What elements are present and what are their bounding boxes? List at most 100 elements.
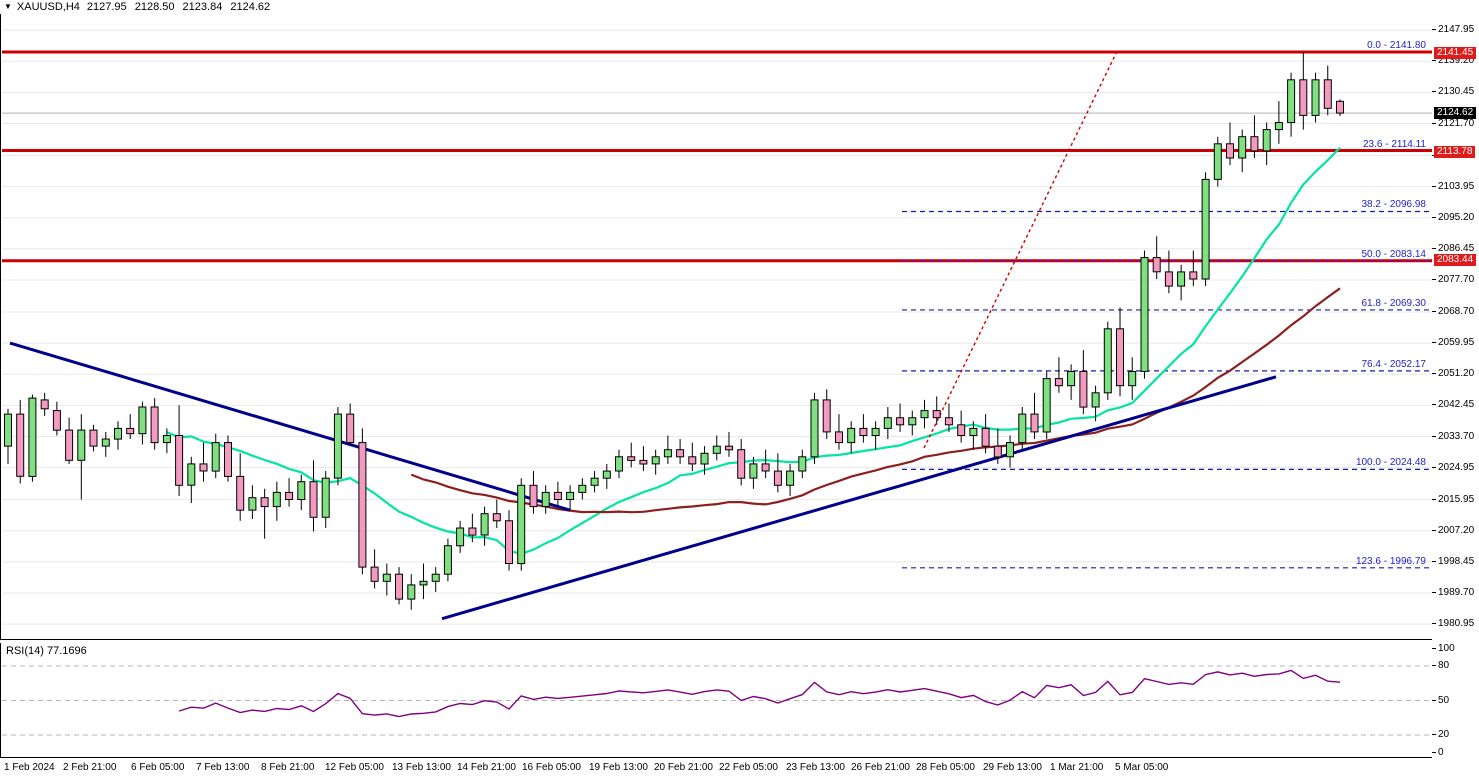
fib-level-label: 100.0 - 2024.48 bbox=[1355, 457, 1426, 469]
price-axis-tick-label: 2007.20 bbox=[1438, 524, 1475, 536]
price-axis-tick: 2068.70 bbox=[1432, 306, 1474, 317]
rsi-line bbox=[178, 669, 1341, 718]
descending-trendline bbox=[9, 341, 571, 512]
ohlc-readout: 2127.95 2128.50 2123.84 2124.62 bbox=[87, 1, 275, 13]
tick-dash-icon bbox=[1432, 122, 1436, 124]
price-axis-tick: 2042.45 bbox=[1432, 399, 1474, 410]
tick-dash-icon bbox=[1432, 29, 1436, 31]
price-axis-tick-label: 2095.20 bbox=[1438, 211, 1475, 223]
time-axis-label: 14 Feb 21:00 bbox=[457, 762, 516, 773]
price-plot-area[interactable] bbox=[2, 14, 1432, 639]
time-axis-label: 20 Feb 21:00 bbox=[654, 762, 713, 773]
fib-level-label: 38.2 - 2096.98 bbox=[1361, 199, 1427, 211]
tick-dash-icon bbox=[1432, 247, 1436, 249]
time-axis-label: 1 Mar 21:00 bbox=[1050, 762, 1104, 773]
time-axis-label: 7 Feb 13:00 bbox=[196, 762, 250, 773]
tick-dash-icon bbox=[1432, 373, 1436, 375]
symbol-timeframe-label: XAUUSD,H4 bbox=[16, 1, 80, 13]
time-axis-label: 12 Feb 05:00 bbox=[325, 762, 384, 773]
time-axis-label: 2 Feb 21:00 bbox=[63, 762, 117, 773]
fib-level-label: 0.0 - 2141.80 bbox=[1367, 40, 1426, 52]
rsi-axis-tick-label: 80 bbox=[1438, 660, 1450, 671]
price-axis-tick: 2139.20 bbox=[1432, 55, 1474, 66]
tick-dash-icon bbox=[1432, 623, 1436, 625]
time-axis-label: 22 Feb 05:00 bbox=[719, 762, 778, 773]
rsi-axis-tick: 20 bbox=[1432, 729, 1449, 740]
fib-level-label: 23.6 - 2114.11 bbox=[1362, 138, 1426, 150]
ohlc-low: 2123.84 bbox=[182, 1, 223, 13]
time-axis-label: 13 Feb 13:00 bbox=[392, 762, 451, 773]
tick-dash-icon bbox=[1432, 279, 1436, 281]
tick-dash-icon bbox=[1432, 216, 1436, 218]
tick-dash-icon bbox=[1432, 752, 1436, 753]
price-axis-tick-label: 1980.95 bbox=[1438, 618, 1475, 630]
price-axis-tick: 2015.95 bbox=[1432, 494, 1474, 505]
tick-dash-icon bbox=[1432, 560, 1436, 562]
price-axis-tick-label: 2015.95 bbox=[1438, 493, 1475, 505]
price-axis-tick: 2086.45 bbox=[1432, 243, 1474, 254]
tick-dash-icon bbox=[1432, 60, 1436, 62]
fib-level-label: 76.4 - 2052.17 bbox=[1361, 358, 1427, 370]
dotted-uptrend-line bbox=[923, 51, 1118, 449]
fib-level-label: 50.0 - 2083.14 bbox=[1361, 248, 1427, 260]
rsi-axis-tick: 100 bbox=[1432, 643, 1455, 654]
tick-dash-icon bbox=[1432, 311, 1436, 313]
rsi-axis-tick: 80 bbox=[1432, 660, 1449, 671]
price-axis-tick-label: 1998.45 bbox=[1438, 555, 1475, 567]
ascending-trendline bbox=[441, 375, 1277, 621]
rsi-axis[interactable]: 100 80 50 20 0 bbox=[1432, 643, 1479, 758]
price-axis-tick: 1998.45 bbox=[1432, 556, 1474, 567]
time-axis-label: 1 Feb 2024 bbox=[4, 762, 55, 773]
tick-dash-icon bbox=[1432, 734, 1436, 735]
price-axis-tick-label: 2103.95 bbox=[1438, 180, 1475, 192]
price-axis-tick: 2077.70 bbox=[1432, 274, 1474, 285]
rsi-plot-area[interactable] bbox=[2, 643, 1432, 757]
ohlc-close: 2124.62 bbox=[230, 1, 271, 13]
rsi-axis-tick-label: 0 bbox=[1438, 747, 1444, 758]
tick-dash-icon bbox=[1432, 435, 1436, 437]
chart-header: ▼ XAUUSD,H4 2127.95 2128.50 2123.84 2124… bbox=[0, 0, 1479, 14]
price-axis-tick: 2121.70 bbox=[1432, 118, 1474, 129]
price-axis[interactable]: 2147.952139.202130.452121.702112.702103.… bbox=[1432, 14, 1479, 640]
price-axis-tick-label: 2121.70 bbox=[1438, 117, 1475, 129]
price-axis-tick: 1980.95 bbox=[1432, 618, 1474, 629]
price-axis-tick: 2095.20 bbox=[1432, 212, 1474, 223]
ohlc-open: 2127.95 bbox=[86, 1, 127, 13]
rsi-pane[interactable]: RSI(14) 77.1696 bbox=[0, 643, 1432, 758]
time-axis-label: 6 Feb 05:00 bbox=[131, 762, 185, 773]
price-chart-svg bbox=[2, 29, 1432, 625]
price-pane[interactable]: 0.0 - 2141.80 23.6 - 2114.11 38.2 - 2096.9… bbox=[0, 14, 1432, 640]
triangle-down-icon[interactable]: ▼ bbox=[4, 2, 12, 11]
time-axis-label: 28 Feb 05:00 bbox=[916, 762, 975, 773]
tick-dash-icon bbox=[1432, 648, 1436, 649]
fib-level-label: 61.8 - 2069.30 bbox=[1361, 297, 1427, 309]
rsi-axis-tick-label: 100 bbox=[1438, 643, 1455, 654]
price-axis-tick: 1989.70 bbox=[1432, 587, 1474, 598]
ma-slow-line bbox=[410, 287, 1341, 514]
tick-dash-icon bbox=[1432, 529, 1436, 531]
price-axis-tick-label: 2147.95 bbox=[1438, 24, 1475, 36]
price-axis-tick: 2051.20 bbox=[1432, 368, 1474, 379]
price-axis-tick-label: 2042.45 bbox=[1438, 399, 1475, 411]
price-axis-tick-label: 2130.45 bbox=[1438, 86, 1475, 98]
time-axis[interactable]: 1 Feb 2024 2 Feb 21:00 6 Feb 05:00 7 Feb 13… bbox=[0, 758, 1432, 781]
price-axis-tick-label: 2068.70 bbox=[1438, 306, 1475, 318]
rsi-indicator-label: RSI(14) 77.1696 bbox=[6, 645, 87, 657]
price-axis-tick: 2007.20 bbox=[1432, 525, 1474, 536]
rsi-axis-tick-label: 50 bbox=[1438, 694, 1450, 706]
time-axis-label: 16 Feb 05:00 bbox=[522, 762, 581, 773]
tick-dash-icon bbox=[1432, 592, 1436, 594]
tick-dash-icon bbox=[1432, 699, 1436, 701]
price-axis-tick-label: 2077.70 bbox=[1438, 274, 1475, 286]
tick-dash-icon bbox=[1432, 498, 1436, 500]
price-axis-tick-label: 2051.20 bbox=[1438, 368, 1475, 380]
candle-series bbox=[4, 52, 1344, 610]
tick-dash-icon bbox=[1432, 185, 1436, 187]
time-axis-label: 23 Feb 13:00 bbox=[786, 762, 845, 773]
price-axis-tick-label: 2086.45 bbox=[1438, 242, 1475, 254]
tick-dash-icon bbox=[1432, 466, 1436, 468]
time-axis-label: 19 Feb 13:00 bbox=[589, 762, 648, 773]
tick-dash-icon bbox=[1432, 404, 1436, 406]
tick-dash-icon bbox=[1432, 91, 1436, 93]
